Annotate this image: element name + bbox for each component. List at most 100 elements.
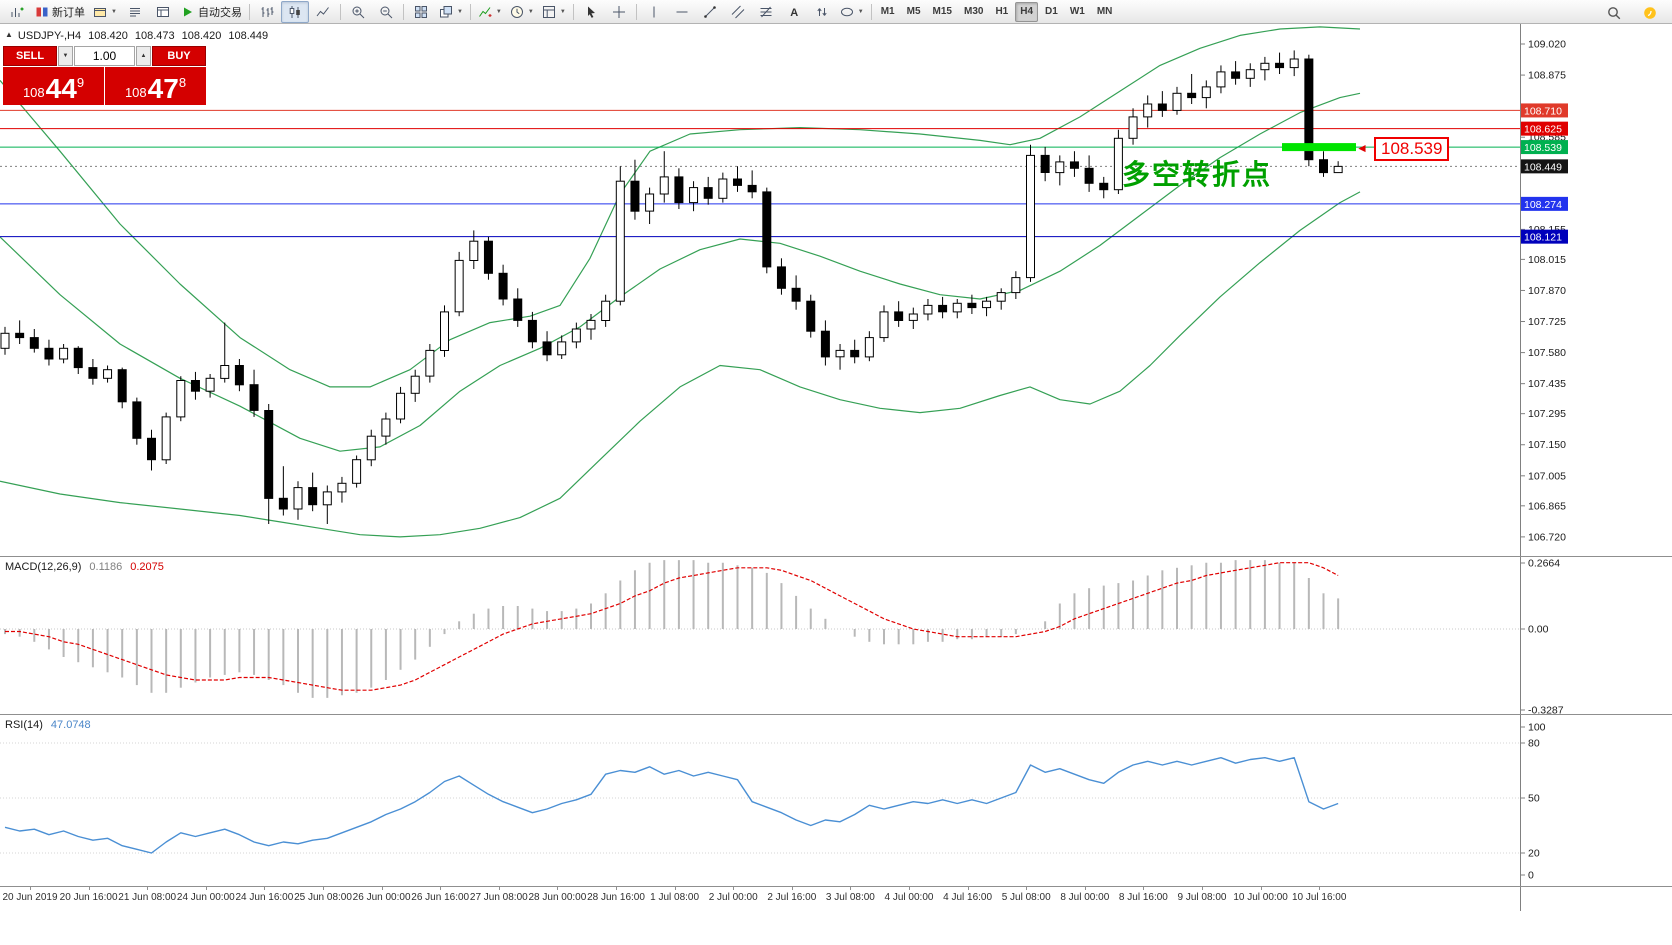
timeframe-m15-button[interactable]: M15 — [932, 6, 952, 17]
quote-high: 108.473 — [134, 30, 175, 42]
hline-tool-icon — [676, 11, 688, 12]
templates-button[interactable]: ▼ — [538, 1, 570, 23]
tile-windows-button[interactable] — [407, 1, 435, 23]
candle — [1231, 71, 1241, 79]
candle — [1201, 86, 1211, 99]
candle — [234, 365, 244, 386]
time-axis-label: 21 Jun 08:00 — [118, 892, 177, 903]
candle — [762, 191, 772, 268]
buy-button[interactable]: BUY — [152, 46, 206, 66]
candle — [73, 347, 83, 369]
periods-button[interactable]: ▼ — [506, 1, 538, 23]
price-badge-label: 108.274 — [1524, 199, 1562, 211]
candle — [1172, 92, 1182, 111]
time-axis-label: 9 Jul 08:00 — [1177, 892, 1227, 903]
macd-signal-value: 0.2075 — [130, 561, 164, 573]
volume-decrease-button[interactable]: ▼ — [58, 46, 73, 66]
time-axis-label: 2 Jul 16:00 — [767, 892, 817, 903]
macd-axis-label: 0.00 — [1528, 624, 1549, 636]
candle — [952, 302, 962, 313]
timeframe-w1-button[interactable]: W1 — [1069, 6, 1085, 17]
time-axis-tick — [674, 887, 676, 890]
candle — [586, 319, 596, 330]
timeframe-m5-button[interactable]: M5 — [906, 6, 921, 17]
new-chart-button[interactable] — [3, 1, 31, 23]
timeframe-d1-button[interactable]: D1 — [1045, 6, 1058, 17]
candle — [527, 319, 537, 343]
timeframe-h4-button[interactable]: H4 — [1015, 1, 1039, 22]
candle — [454, 259, 464, 313]
timeframe-h1-button[interactable]: H1 — [995, 6, 1009, 17]
search-button[interactable] — [1600, 2, 1628, 24]
volume-input[interactable] — [74, 46, 135, 66]
candle — [1245, 69, 1255, 79]
turning-point-highlight[interactable] — [1282, 143, 1356, 152]
sell-button[interactable]: SELL — [3, 46, 57, 66]
macd-panel: 0.2664 0.00 -0.3287 — [0, 556, 1672, 715]
bid-price-button[interactable]: 108 44 9 — [3, 67, 104, 105]
candle — [820, 330, 830, 358]
candle — [996, 292, 1006, 302]
bar-chart-button[interactable] — [253, 1, 281, 23]
collapse-panel-icon[interactable]: ▲ — [5, 30, 13, 39]
ask-price-button[interactable]: 108 47 8 — [105, 67, 206, 105]
trendline-tool-button[interactable] — [696, 1, 724, 23]
candle — [147, 437, 156, 461]
candle — [1128, 116, 1138, 139]
time-axis-label: 24 Jun 00:00 — [176, 892, 235, 903]
toolbar-separator — [339, 3, 341, 20]
timeframe-m30-button[interactable]: M30 — [963, 6, 984, 17]
price-axis-label: 106.865 — [1528, 500, 1566, 512]
time-axis-tick — [498, 887, 500, 890]
macd-signal-line — [5, 562, 1339, 691]
line-chart-button[interactable] — [309, 1, 337, 23]
channel-tool-button[interactable] — [724, 1, 752, 23]
candle — [396, 392, 406, 420]
time-axis-label: 1 Jul 08:00 — [650, 892, 700, 903]
price-axis-label: 107.150 — [1528, 439, 1566, 451]
market-watch-button[interactable] — [121, 1, 149, 23]
horizontal-line-tool-button[interactable] — [668, 1, 696, 23]
candle — [469, 240, 479, 261]
arrows-tool-button[interactable] — [808, 1, 836, 23]
candle — [1143, 103, 1153, 118]
search-icon — [1608, 7, 1621, 20]
arrange-windows-button[interactable]: ▼ — [435, 1, 467, 23]
indicators-button[interactable]: ▼ — [474, 1, 506, 23]
cursor-button[interactable] — [577, 1, 605, 23]
chart-profiles-button[interactable]: ▼ — [89, 1, 121, 23]
candle — [1187, 92, 1197, 99]
zoom-in-icon — [352, 6, 365, 18]
vertical-line-tool-button[interactable] — [640, 1, 668, 23]
price-badge-label: 108.449 — [1524, 161, 1562, 173]
timeframe-m1-button[interactable]: M1 — [880, 6, 895, 17]
rsi-axis-label: 80 — [1528, 738, 1540, 750]
price-badge — [1521, 103, 1568, 118]
turning-point-annotation[interactable]: 多空转折点 — [1122, 159, 1273, 190]
community-button[interactable] — [1636, 2, 1664, 24]
candle-chart-button[interactable] — [280, 0, 309, 23]
autotrade-button[interactable]: 自动交易 — [177, 1, 246, 23]
autotrade-icon — [183, 7, 192, 16]
data-window-button[interactable] — [149, 1, 177, 23]
fibonacci-tool-button[interactable] — [752, 1, 780, 23]
crosshair-button[interactable] — [605, 1, 633, 23]
template-icon — [542, 5, 555, 18]
time-axis-tick — [1084, 887, 1086, 890]
candle — [938, 304, 948, 313]
time-axis-label: 20 Jun 16:00 — [59, 892, 118, 903]
text-tool-button[interactable]: A — [780, 1, 808, 23]
time-axis-label: 28 Jun 00:00 — [528, 892, 587, 903]
zoom-out-button[interactable] — [372, 1, 400, 23]
price-callout-label[interactable]: 108.539 — [1374, 137, 1450, 161]
trendline-tool-icon — [703, 5, 716, 18]
zoom-in-button[interactable] — [344, 1, 372, 23]
chevron-down-icon: ▼ — [456, 8, 463, 15]
vline-tool-icon — [653, 6, 655, 17]
timeframe-mn-button[interactable]: MN — [1096, 6, 1113, 17]
new-order-button[interactable]: 新订单 — [31, 1, 89, 23]
shapes-tool-button[interactable]: ▼ — [836, 1, 868, 23]
candle — [1216, 71, 1226, 88]
candle — [923, 304, 933, 315]
volume-increase-button[interactable]: ▲ — [136, 46, 151, 66]
